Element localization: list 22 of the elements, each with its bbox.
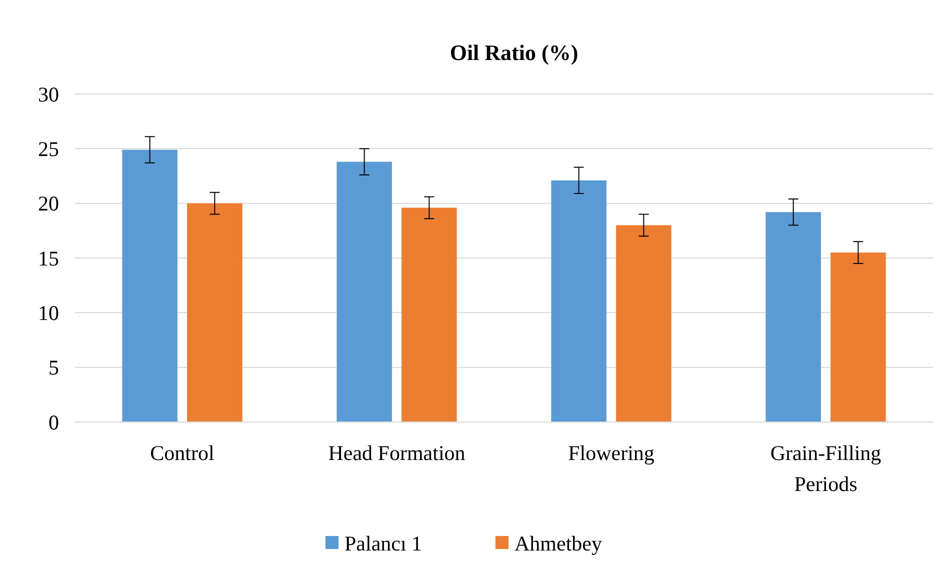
x-tick-label: Control — [150, 441, 214, 465]
bar — [616, 225, 672, 422]
bar — [766, 212, 821, 422]
chart-title: Oil Ratio (%) — [450, 40, 578, 65]
bar — [336, 162, 392, 422]
bar — [551, 180, 606, 422]
y-tick-label: 25 — [38, 137, 59, 162]
y-tick-label: 5 — [48, 356, 59, 380]
x-tick-label: Head Formation — [328, 441, 466, 465]
y-tick-label: 30 — [38, 82, 59, 106]
legend-label: Ahmetbey — [514, 531, 602, 556]
x-tick-label: Grain-Filling Periods — [770, 441, 882, 496]
bar — [187, 203, 242, 422]
bar — [830, 252, 886, 422]
legend-label: Palancı 1 — [344, 531, 422, 556]
y-tick-label: 15 — [38, 246, 59, 270]
bar — [402, 208, 457, 422]
y-tick-label: 10 — [38, 301, 59, 326]
y-tick-label: 0 — [48, 410, 59, 434]
x-tick-label: Flowering — [568, 441, 655, 465]
bar — [122, 150, 178, 422]
y-tick-label: 20 — [38, 192, 59, 216]
